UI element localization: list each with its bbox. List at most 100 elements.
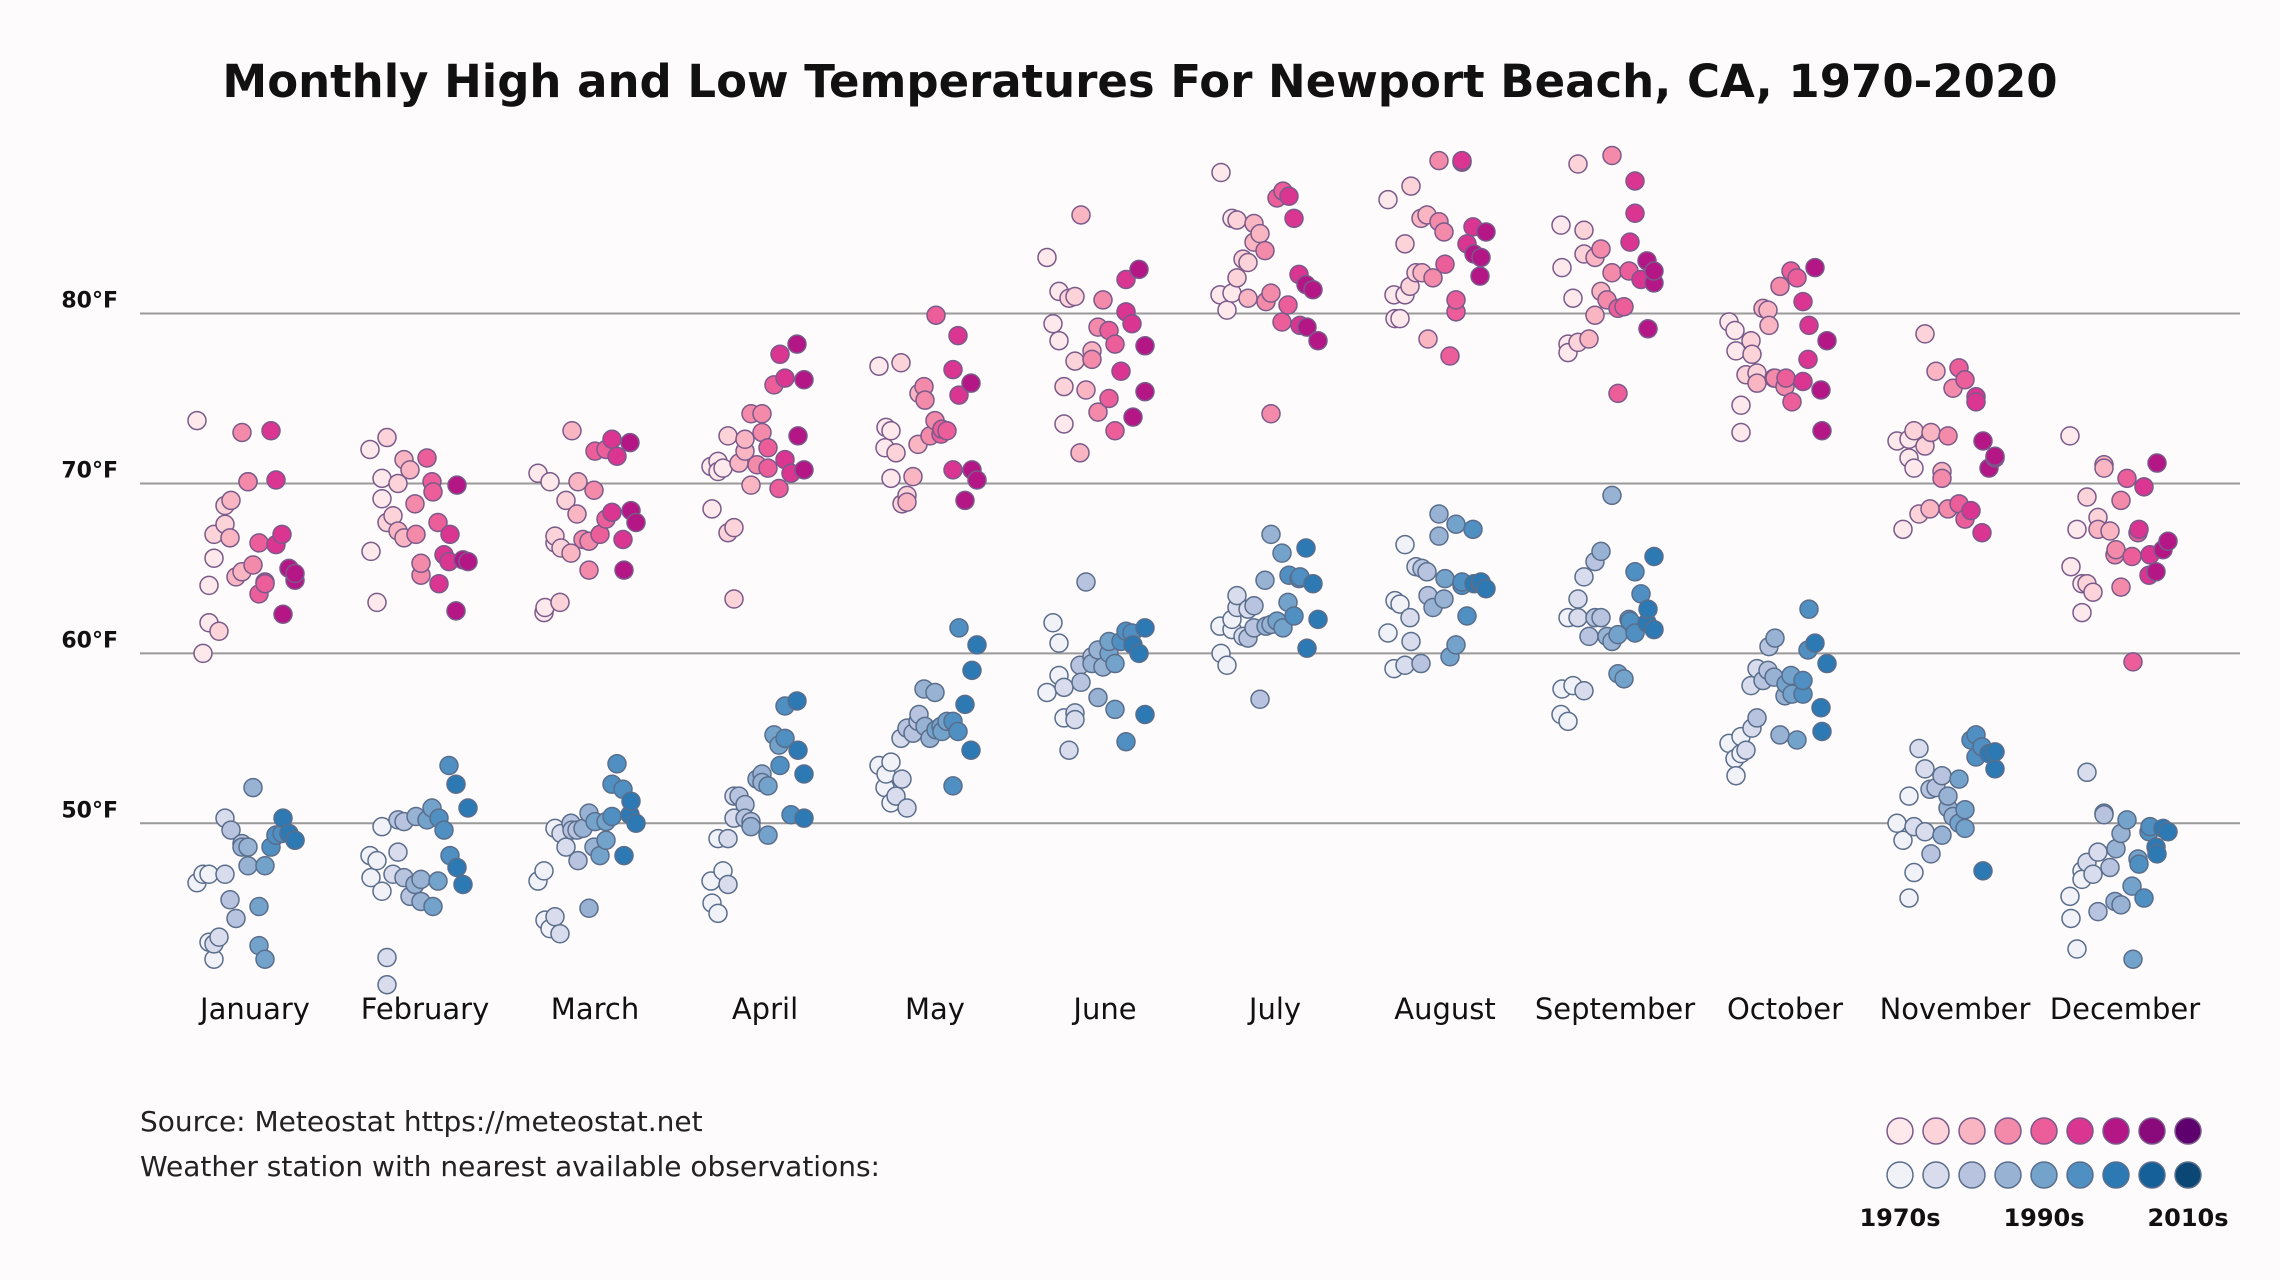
high-temp-point: [377, 427, 397, 448]
low-temp-point: [1985, 742, 2005, 762]
low-temp-point: [388, 842, 408, 862]
high-temp-point: [440, 524, 460, 545]
high-temp-point: [199, 575, 219, 596]
high-temp-point: [2072, 602, 2092, 623]
high-temp-point: [1602, 145, 1622, 166]
high-temp-point: [1434, 222, 1454, 242]
low-temp-point: [1297, 638, 1317, 659]
high-temp-point: [1395, 234, 1415, 254]
low-temp-point: [775, 728, 795, 749]
low-temp-point: [1395, 655, 1415, 676]
high-temp-point: [1787, 268, 1807, 288]
low-temp-point: [1574, 680, 1594, 701]
y-tick-label: 50°F: [61, 798, 118, 823]
legend-high-swatch: [1958, 1117, 1986, 1145]
high-temp-point: [713, 458, 733, 478]
high-temp-point: [2123, 652, 2143, 672]
high-temp-point: [775, 368, 795, 388]
low-temp-point: [1625, 562, 1645, 582]
low-temp-point: [1400, 607, 1420, 628]
x-tick-label: September: [1535, 992, 1695, 1026]
low-temp-point: [1574, 567, 1594, 587]
low-temp-point: [1579, 626, 1599, 647]
low-temp-point: [1887, 813, 1907, 834]
high-temp-point: [255, 573, 275, 594]
low-temp-point: [249, 896, 269, 917]
low-temp-point: [367, 850, 387, 871]
low-temp-point: [1244, 596, 1264, 616]
high-temp-point: [614, 560, 634, 580]
low-temp-point: [1273, 618, 1293, 638]
high-temp-point: [1255, 240, 1275, 261]
high-temp-point: [2067, 519, 2087, 540]
low-temp-point: [255, 949, 275, 969]
high-temp-point: [1071, 205, 1091, 225]
low-temp-point: [967, 635, 987, 655]
low-temp-point: [1250, 689, 1270, 709]
low-temp-point: [1904, 862, 1924, 883]
high-temp-point: [770, 344, 790, 365]
high-temp-point: [372, 468, 392, 489]
high-temp-point: [943, 460, 963, 480]
low-temp-point: [2122, 876, 2142, 896]
low-temp-point: [2147, 844, 2167, 864]
high-temp-point: [1123, 407, 1143, 427]
low-temp-point: [1955, 799, 1975, 820]
legend-high-swatch: [1922, 1117, 1950, 1145]
low-temp-point: [1446, 514, 1466, 534]
legend-high-swatch: [2102, 1117, 2130, 1145]
high-temp-point: [1966, 392, 1986, 412]
high-temp-point: [1227, 268, 1247, 288]
low-temp-point: [788, 740, 808, 760]
high-temp-point: [735, 429, 755, 450]
high-temp-point: [869, 356, 889, 376]
high-temp-point: [1217, 300, 1237, 320]
high-temp-point: [446, 601, 466, 621]
high-temp-point: [1782, 392, 1802, 412]
low-temp-point: [955, 694, 975, 715]
high-temp-point: [718, 426, 738, 446]
high-temp-point: [1452, 150, 1472, 171]
low-temp-point: [2117, 810, 2137, 830]
legend-low-swatch: [2138, 1161, 2166, 1189]
low-temp-point: [1644, 546, 1664, 567]
high-temp-point: [261, 421, 281, 441]
high-temp-point: [1261, 404, 1281, 424]
y-tick-label: 70°F: [61, 458, 118, 483]
high-temp-point: [567, 504, 587, 524]
high-temp-point: [620, 432, 640, 453]
y-tick-label: 60°F: [61, 628, 118, 653]
low-temp-point: [2134, 888, 2154, 908]
high-temp-point: [1065, 286, 1085, 307]
high-temp-point: [1390, 308, 1410, 329]
high-temp-point: [204, 548, 224, 568]
high-temp-point: [1799, 315, 1819, 336]
high-temp-point: [2146, 562, 2166, 582]
legend-low-swatch: [1994, 1161, 2022, 1189]
high-temp-point: [423, 482, 443, 502]
high-temp-point: [1278, 295, 1298, 315]
low-temp-point: [1105, 653, 1125, 674]
low-temp-point: [1915, 759, 1935, 779]
low-temp-point: [770, 755, 790, 776]
high-temp-point: [943, 359, 963, 380]
legend-high-swatch: [2174, 1117, 2202, 1145]
low-temp-point: [1899, 888, 1919, 908]
low-temp-point: [226, 908, 246, 929]
high-temp-point: [752, 404, 772, 424]
high-temp-point: [758, 458, 778, 478]
high-temp-point: [1076, 380, 1096, 400]
low-temp-point: [2083, 864, 2103, 885]
high-temp-point: [1082, 349, 1102, 370]
high-temp-point: [1111, 361, 1131, 382]
high-temp-point: [1602, 262, 1622, 283]
low-temp-point: [2067, 939, 2087, 959]
low-temp-point: [372, 881, 392, 901]
low-temp-point: [1921, 844, 1941, 864]
low-temp-point: [209, 927, 229, 947]
high-temp-point: [1054, 414, 1074, 434]
high-temp-point: [1135, 381, 1155, 402]
high-temp-point: [2111, 490, 2131, 511]
low-temp-point: [1915, 822, 1935, 842]
low-temp-point: [1217, 655, 1237, 676]
